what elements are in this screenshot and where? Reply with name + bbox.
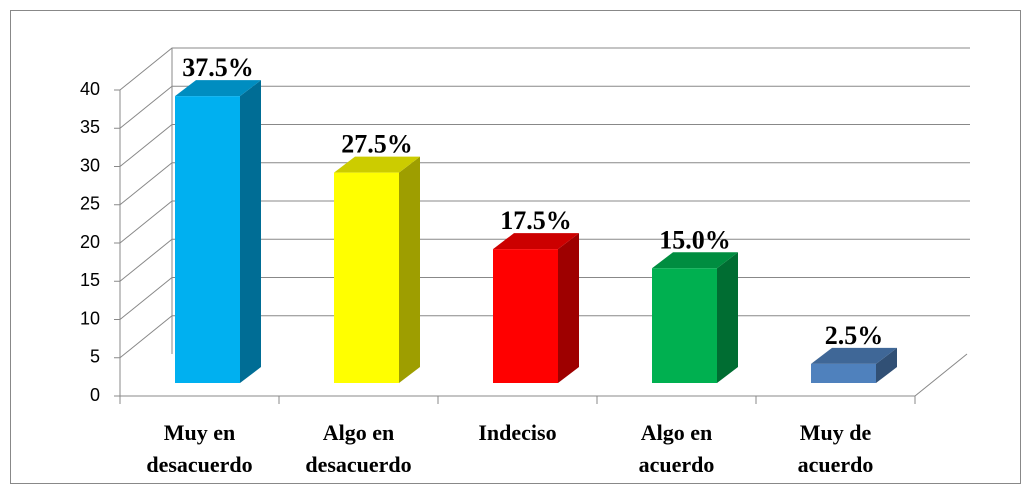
bar-side <box>399 156 420 383</box>
bar <box>652 268 717 383</box>
y-tick-label: 15 <box>80 270 100 290</box>
x-tick-label: desacuerdo <box>305 452 411 477</box>
y-tick-label: 40 <box>80 79 100 99</box>
x-tick-label: Indeciso <box>478 420 556 445</box>
y-tick-label: 20 <box>80 232 100 252</box>
x-tick-label: Muy en <box>164 420 236 445</box>
x-tick-label: desacuerdo <box>146 452 252 477</box>
y-tick-label: 0 <box>90 385 100 405</box>
bar-top <box>652 252 738 269</box>
grid-line <box>119 85 970 129</box>
bar-side <box>240 80 261 383</box>
bar-side <box>558 233 579 383</box>
grid-line <box>119 47 970 91</box>
y-tick-label: 30 <box>80 155 100 175</box>
grid-line <box>119 162 970 206</box>
x-tick-label: acuerdo <box>798 452 874 477</box>
bar <box>334 172 399 383</box>
y-tick-label: 5 <box>90 347 100 367</box>
bar-side <box>876 347 897 383</box>
bar <box>493 249 558 383</box>
value-label: 15.0% <box>659 225 731 254</box>
value-label: 27.5% <box>341 130 413 159</box>
x-tick-label: Algo en <box>641 420 713 445</box>
bar-top <box>334 156 420 173</box>
value-label: 37.5% <box>182 53 254 82</box>
grid-line <box>119 238 970 282</box>
bar <box>175 96 240 383</box>
bar-top <box>175 80 261 97</box>
bar-side <box>717 252 738 383</box>
x-tick-label: acuerdo <box>639 452 715 477</box>
value-label: 17.5% <box>500 206 572 235</box>
bar-top <box>811 347 897 364</box>
x-tick-label: Algo en <box>323 420 395 445</box>
bar-top <box>493 233 579 250</box>
grid-line <box>119 200 970 244</box>
y-tick-label: 10 <box>80 308 100 328</box>
x-tick-label: Muy de <box>800 420 872 445</box>
grid-line <box>119 124 970 167</box>
bar <box>811 363 876 383</box>
y-tick-label: 35 <box>80 117 100 137</box>
y-tick-label: 25 <box>80 194 100 214</box>
value-label: 2.5% <box>825 321 884 350</box>
